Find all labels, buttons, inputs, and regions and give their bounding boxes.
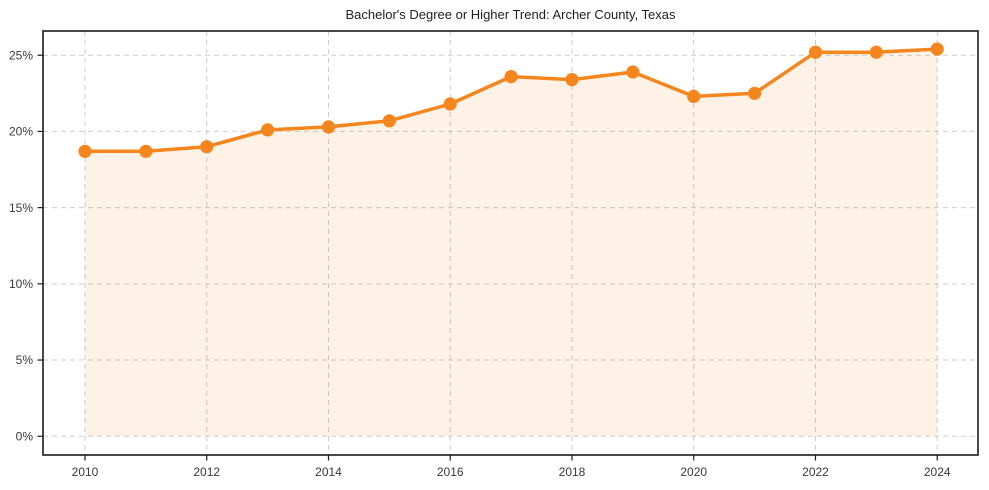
data-point-marker-2021 <box>748 86 762 100</box>
data-point-marker-2012 <box>200 140 214 154</box>
data-point-marker-2016 <box>443 97 457 111</box>
data-point-marker-2017 <box>504 70 518 84</box>
x-tick-label: 2020 <box>680 465 707 479</box>
y-tick-label: 15% <box>9 201 33 215</box>
x-tick-label: 2022 <box>802 465 829 479</box>
data-point-marker-2019 <box>626 65 640 79</box>
data-point-marker-2024 <box>930 42 944 56</box>
data-point-marker-2022 <box>808 45 823 59</box>
y-tick-label: 0% <box>16 430 34 444</box>
x-tick-label: 2014 <box>315 465 342 479</box>
data-point-marker-2014 <box>321 120 336 134</box>
x-tick-label: 2012 <box>193 465 220 479</box>
data-point-marker-2010 <box>78 144 92 158</box>
chart-title: Bachelor's Degree or Higher Trend: Arche… <box>345 7 676 22</box>
x-tick-label: 2024 <box>924 465 951 479</box>
y-tick-label: 25% <box>9 48 33 62</box>
y-tick-label: 20% <box>9 125 33 139</box>
data-point-marker-2020 <box>687 89 701 103</box>
data-point-marker-2013 <box>261 123 275 137</box>
data-point-marker-2023 <box>869 45 883 59</box>
area-fill <box>85 49 938 437</box>
data-point-marker-2018 <box>565 73 579 87</box>
x-tick-label: 2010 <box>72 465 99 479</box>
y-tick-label: 10% <box>9 277 33 291</box>
x-tick-label: 2018 <box>559 465 586 479</box>
data-point-marker-2011 <box>139 144 153 158</box>
data-point-marker-2015 <box>382 114 396 128</box>
y-tick-label: 5% <box>16 353 34 367</box>
plot-border <box>42 30 979 456</box>
x-tick-label: 2016 <box>437 465 464 479</box>
